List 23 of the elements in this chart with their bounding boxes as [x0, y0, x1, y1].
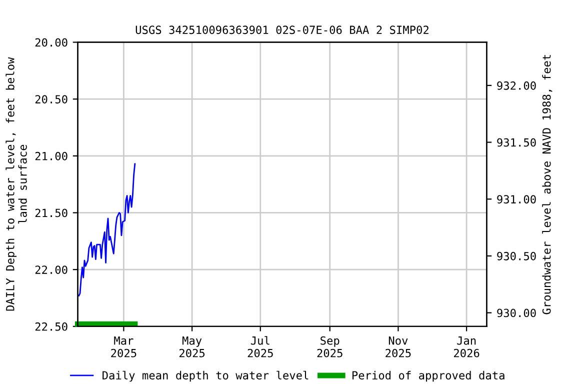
y-tick-label: 22.50	[35, 322, 68, 331]
y-tick-label: 21.00	[35, 152, 68, 160]
y2-tick-label: 930.00	[497, 308, 536, 318]
x-tick-label: Nov 2025	[386, 336, 411, 358]
y-tick-label: 20.50	[35, 95, 68, 104]
y2-axis-title: Groundwater level above NAVD 1988, feet	[542, 54, 552, 314]
y-tick-label: 22.00	[35, 266, 68, 274]
x-tick-label: May 2025	[179, 336, 205, 358]
y2-tick-label: 931.50	[497, 138, 536, 147]
line-series	[78, 163, 136, 296]
chart-title: USGS 342510096363901 02S-07E-06 BAA 2 SIMP02	[136, 26, 428, 34]
x-tick-label: Sep 2025	[317, 336, 342, 358]
y2-tick-label: 932.00	[497, 81, 536, 90]
y-axis-title: DAILY Depth to water level, feet below land surface	[6, 57, 27, 311]
legend-label: Daily mean depth to water level	[102, 370, 308, 382]
legend-label: Period of approved data	[352, 370, 504, 382]
x-tick-label: Mar 2025	[111, 336, 136, 358]
y-tick-label: 20.00	[35, 38, 68, 47]
x-tick-label: Jul 2025	[248, 336, 273, 358]
y2-tick-label: 930.50	[497, 252, 536, 260]
x-tick-label: Jan 2026	[454, 336, 480, 358]
y-tick-label: 21.50	[35, 208, 68, 218]
y2-tick-label: 931.00	[497, 195, 536, 204]
